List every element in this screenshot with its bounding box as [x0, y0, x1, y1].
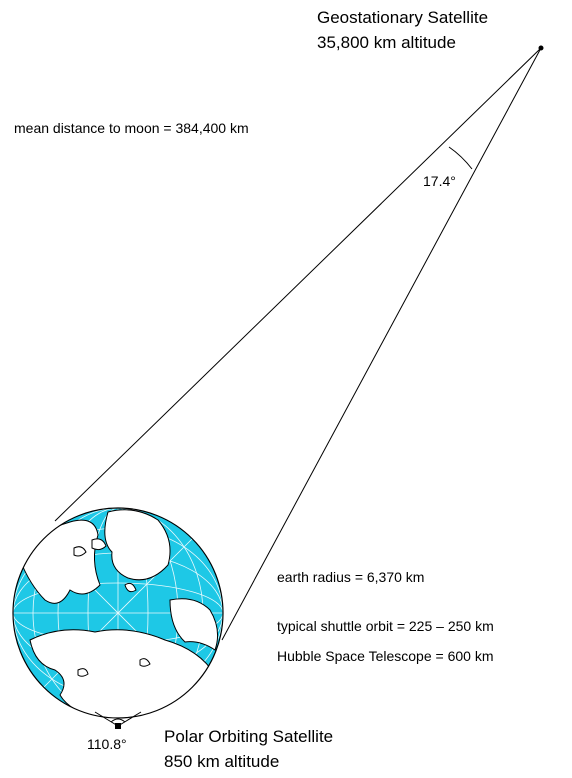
geo-angle-arc	[448, 146, 473, 170]
polar-satellite-title: Polar Orbiting Satellite	[164, 727, 334, 746]
geo-satellite-dot	[538, 45, 544, 51]
polar-cone-left-line	[94, 711, 119, 727]
polar-angle-label: 110.8°	[87, 736, 127, 752]
polar-satellite-altitude: 850 km altitude	[164, 752, 280, 771]
polar-angle-arc	[110, 718, 126, 723]
earth-radius-label: earth radius = 6,370 km	[277, 569, 425, 585]
earth-globe	[12, 507, 224, 719]
geo-cone-left-line	[54, 47, 542, 522]
moon-distance-label: mean distance to moon = 384,400 km	[14, 120, 249, 136]
geo-cone-right-line	[221, 47, 542, 641]
earth-outline	[12, 507, 224, 719]
geo-angle-label: 17.4°	[423, 173, 456, 189]
geo-satellite-title: Geostationary Satellite	[317, 8, 489, 27]
hubble-label: Hubble Space Telescope = 600 km	[277, 648, 494, 664]
polar-satellite-dot	[115, 723, 121, 729]
polar-cone-right-line	[117, 711, 142, 727]
geo-satellite-altitude: 35,800 km altitude	[317, 33, 456, 52]
shuttle-orbit-label: typical shuttle orbit = 225 – 250 km	[277, 618, 494, 634]
